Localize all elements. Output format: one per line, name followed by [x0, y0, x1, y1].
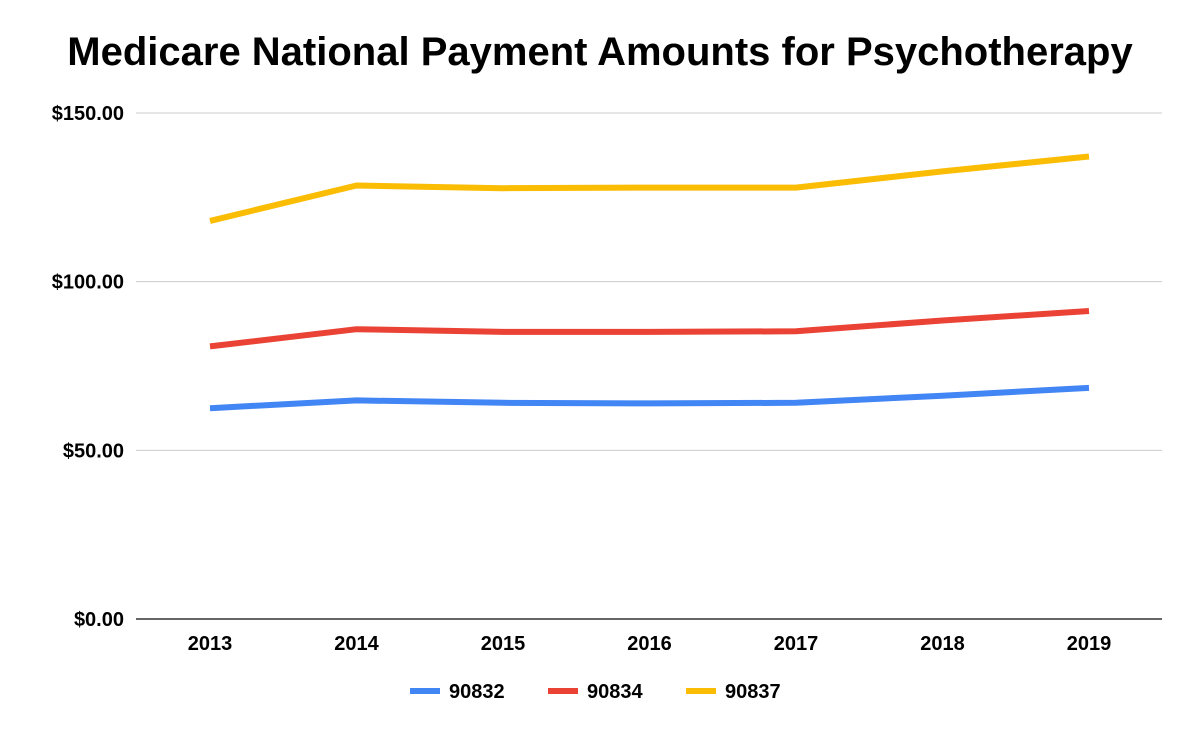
x-axis: 2013 2014 2015 2016 2017 2018 2019 [188, 633, 1112, 655]
chart-title: Medicare National Payment Amounts for Ps… [67, 30, 1133, 74]
y-tick-label: $0.00 [74, 609, 124, 631]
y-tick-label: $100.00 [52, 272, 124, 294]
series-line-90837 [209, 153, 1090, 224]
y-tick-label: $50.00 [63, 440, 124, 462]
legend-label-90832: 90832 [449, 681, 505, 703]
x-tick-label: 2019 [1067, 633, 1112, 655]
x-tick-label: 2014 [334, 633, 379, 655]
x-tick-label: 2016 [627, 633, 672, 655]
legend-label-90834: 90834 [587, 681, 643, 703]
series-line-90832 [209, 384, 1090, 412]
legend-label-90837: 90837 [725, 681, 781, 703]
x-tick-label: 2015 [481, 633, 526, 655]
y-axis: $0.00 $50.00 $100.00 $150.00 [52, 103, 124, 631]
x-tick-label: 2017 [774, 633, 819, 655]
legend: 90832 90834 90837 [410, 681, 781, 703]
x-tick-label: 2013 [188, 633, 233, 655]
series-line-90834 [209, 308, 1090, 350]
y-tick-label: $150.00 [52, 103, 124, 125]
gridlines [136, 112, 1162, 620]
x-tick-label: 2018 [920, 633, 965, 655]
series-lines [209, 153, 1090, 412]
